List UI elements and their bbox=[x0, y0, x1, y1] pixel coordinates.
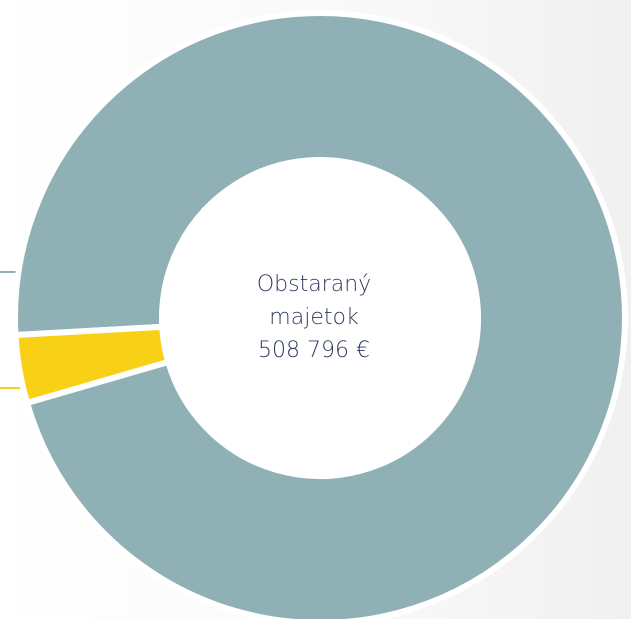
hole bbox=[165, 163, 475, 473]
slices bbox=[12, 10, 628, 619]
center-text: Obstaraný bbox=[257, 272, 371, 297]
center-text: majetok bbox=[269, 305, 359, 330]
slice bbox=[12, 10, 628, 619]
center-label: Obstaraný majetok 508 796 € bbox=[257, 272, 371, 363]
slice bbox=[12, 323, 172, 407]
center-text: 508 796 € bbox=[258, 338, 370, 363]
